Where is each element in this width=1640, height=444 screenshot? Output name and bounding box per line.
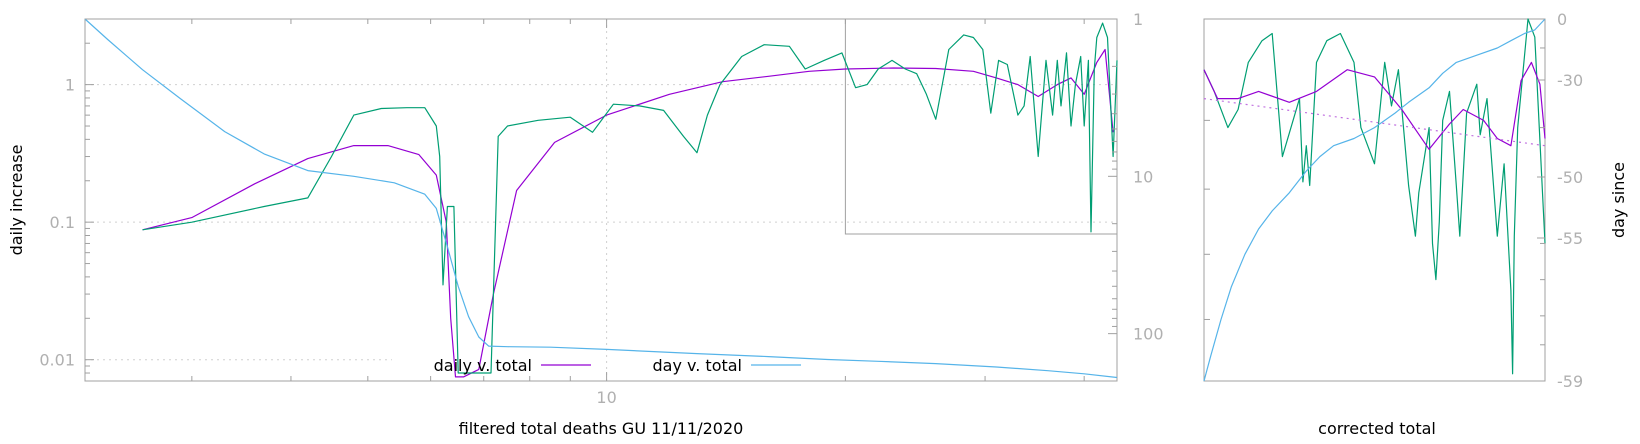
legend-label-day: day v. total [653, 356, 743, 375]
y-tick-label: 1 [65, 76, 75, 95]
x-tick-label: 10 [596, 388, 616, 407]
right-plot-border [1203, 18, 1546, 382]
y2-tick-label: 100 [1133, 325, 1164, 344]
y-tick-label: 0.1 [50, 213, 75, 232]
y2-tick-label: 10 [1133, 167, 1153, 186]
series-line-2 [84, 18, 1118, 379]
right-panel-series-line-2 [1203, 18, 1546, 382]
y-axis-title: daily increase [7, 145, 26, 256]
right-panel-series-line-1 [1203, 61, 1546, 150]
legend-label-daily: daily v. total [434, 356, 532, 375]
data-series [84, 18, 1546, 382]
y2-tick-label: 1 [1133, 10, 1143, 29]
y-tick-label: 0.01 [39, 351, 75, 370]
tick-marks [85, 18, 1545, 382]
plot-frames [84, 18, 1546, 382]
right-panel-y2-tick-label: 0 [1557, 10, 1567, 29]
series-line-1 [142, 22, 1118, 374]
right-panel-y2-tick-label: -30 [1557, 71, 1583, 90]
x-axis-title: filtered total deaths GU 11/11/2020 [459, 419, 744, 438]
grid-lines [85, 19, 1117, 381]
right-panel-y2-tick-label: -59 [1557, 372, 1583, 391]
series-line-0 [142, 48, 1114, 378]
right-panel-y2-tick-label: -50 [1557, 168, 1583, 187]
right-panel-y2-axis-title: day since [1609, 162, 1628, 238]
right-panel-y2-tick-label: -55 [1557, 229, 1583, 248]
legend: daily v. total day v. total [434, 356, 801, 375]
zoom-region-box [844, 18, 1118, 235]
right-panel-series-line-0 [1203, 18, 1546, 375]
right-panel-x-axis-title: corrected total [1318, 419, 1436, 438]
